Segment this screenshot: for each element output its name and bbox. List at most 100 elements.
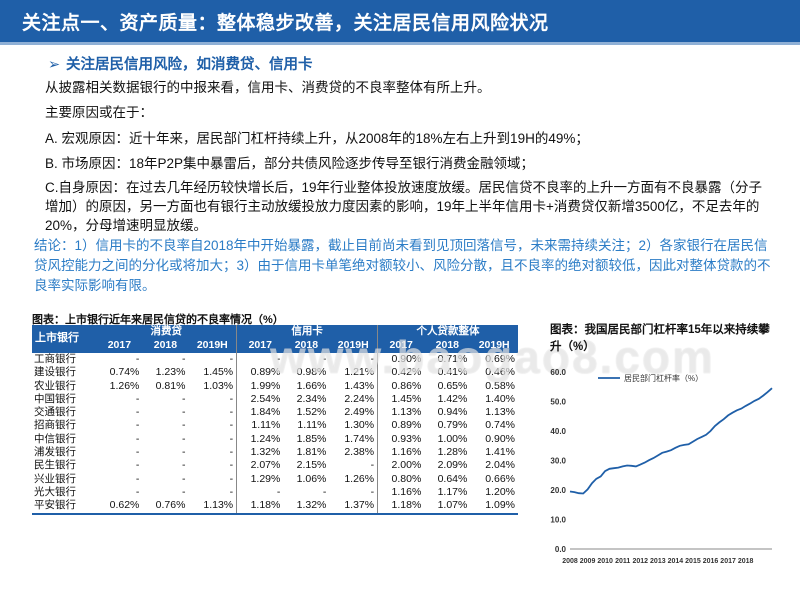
y-tick-label: 60.0 — [550, 368, 566, 377]
table-cell-value: - — [229, 485, 234, 498]
table-cell-value: - — [229, 446, 234, 459]
table-cell-value: 1.17% — [437, 485, 468, 498]
table-cell-value: 1.32% — [236, 446, 284, 460]
reasons-title: 主要原因或在于： — [45, 105, 153, 120]
table-caption: 图表：上市银行近年来居民信贷的不良率情况（%） — [32, 314, 284, 326]
table-cell-value: - — [236, 485, 284, 500]
page-title: 关注点一、资产质量：整体稳步改善，关注居民信用风险状况 — [22, 13, 549, 34]
table-cell-value: - — [181, 419, 186, 432]
table-header-year: 2018 — [424, 339, 471, 353]
table-cell-value: 0.81% — [155, 379, 186, 392]
intro-paragraph: 从披露相关数据银行的中报来看，信用卡、消费贷的不良率整体有所上升。 — [45, 80, 491, 95]
table-cell-value: - — [229, 472, 234, 485]
table-cell-value: - — [135, 485, 140, 498]
table-cell-value: - — [181, 485, 186, 498]
table-header-years: 2017 2018 2019H 2017 2018 2019H 2017 2018 2019H — [32, 339, 518, 353]
table-cell-value: 1.43% — [344, 379, 375, 392]
x-tick-label: 2015 — [685, 558, 701, 565]
x-tick-label: 2011 — [615, 558, 630, 565]
table-cell-value: - — [229, 419, 234, 432]
table-cell-value: - — [135, 419, 140, 432]
table-cell-value: 2.38% — [344, 446, 375, 459]
table-header-group: 信用卡 — [236, 325, 378, 339]
table-cell-value: 1.42% — [437, 392, 468, 405]
table-cell-value: 0.42% — [377, 366, 425, 380]
chart-caption: 图表：我国居民部门杠杆率15年以来持续攀升（%） — [550, 324, 770, 353]
table-cell-bank: 浦发银行 — [34, 446, 76, 459]
table-cell-value: 0.90% — [377, 353, 425, 367]
table-cell-value: - — [181, 446, 186, 459]
table-cell-value: 1.16% — [377, 446, 425, 460]
table-cell-value: 1.13% — [485, 406, 515, 419]
conclusion-paragraph: 结论：1）信用卡的不良率自2018年中开始暴露，截止目前尚未看到见顶回落信号，未… — [34, 238, 771, 293]
table-cell-value: - — [181, 472, 186, 485]
table-cell-value: 2.00% — [377, 459, 425, 473]
table-cell-value: 1.09% — [470, 499, 518, 515]
table-cell-value: 1.20% — [485, 485, 515, 498]
legend-label: 居民部门杠杆率（%） — [624, 373, 703, 383]
table-cell-value: 2.15% — [296, 459, 327, 472]
table-cell-value: - — [370, 459, 375, 472]
table-cell-value: 0.58% — [485, 379, 515, 392]
y-tick-label: 50.0 — [550, 398, 566, 407]
table-cell-value: - — [370, 485, 375, 498]
table-cell-value: 1.23% — [155, 366, 186, 379]
x-tick-label: 2017 — [720, 558, 736, 565]
table-cell-value: 1.03% — [203, 379, 234, 392]
table-cell-value: 1.16% — [377, 485, 425, 500]
table-cell-value: - — [181, 432, 186, 445]
table-cell-value: 1.13% — [377, 406, 425, 420]
table-header-bank: 上市银行 — [32, 325, 97, 353]
table-cell-value: 0.46% — [485, 366, 515, 379]
table-cell-value: 0.79% — [437, 419, 468, 432]
table-cell-value: - — [181, 392, 186, 405]
series-line — [569, 387, 773, 495]
table-cell-bank: 中信银行 — [34, 432, 76, 445]
table-cell-value: 0.86% — [377, 379, 425, 393]
table-cell-value: 2.34% — [296, 392, 327, 405]
table-cell-value: 0.62% — [96, 499, 143, 515]
table-cell-value: 0.93% — [377, 432, 425, 447]
title-bar: 关注点一、资产质量：整体稳步改善，关注居民信用风险状况 — [0, 0, 800, 42]
table-cell-bank: 光大银行 — [34, 485, 76, 498]
reason-c: C.自身原因：在过去几年经历较快增长后，19年行业整体投放速度放缓。居民信贷不良… — [45, 180, 763, 233]
table-header-group: 消费贷 — [96, 325, 237, 339]
table-cell-value: 2.04% — [485, 459, 515, 472]
table-cell-value: 1.74% — [344, 432, 375, 445]
section-heading: ➢ 关注居民信用风险，如消费贷、信用卡 — [48, 53, 313, 74]
table-row: 建设银行 0.74% 1.23% 1.45% 0.89% 0.98% 1.21% 0.42% 0… — [32, 366, 518, 380]
table-header-year: 2017 — [96, 339, 143, 353]
table-cell-value: 2.24% — [344, 392, 375, 405]
table-cell-value: 0.64% — [437, 472, 468, 485]
table-cell-bank: 民生银行 — [34, 459, 76, 472]
arrow-bullet-icon: ➢ — [48, 57, 61, 73]
x-tick-label: 2018 — [738, 558, 754, 565]
table-cell-value: 0.69% — [485, 353, 515, 365]
table-row: 浦发银行 - - -1.32% 1.81% 2.38% 1.16% 1.28% 1.41% — [32, 446, 518, 460]
table-cell-value: - — [135, 472, 140, 485]
table-cell-value: - — [181, 459, 186, 472]
table-cell-value: 1.40% — [485, 392, 515, 405]
y-tick-label: 10.0 — [550, 516, 566, 525]
y-tick-label: 40.0 — [550, 427, 566, 436]
table-header-year: 2018 — [142, 339, 189, 353]
table-cell-value: - — [135, 432, 140, 445]
x-tick-label: 2012 — [632, 558, 648, 565]
table-cell-value: - — [370, 353, 375, 365]
npl-table: 上市银行 消费贷 信用卡 个人贷款整体 2017 2018 2019H 2017 2018 201… — [32, 325, 518, 515]
table-cell-value: 1.24% — [236, 432, 284, 447]
table-cell-value: - — [135, 392, 140, 405]
table-header-year: 2017 — [236, 339, 284, 353]
table-cell-value: - — [229, 432, 234, 445]
table-cell-bank: 招商银行 — [34, 419, 76, 432]
table-cell-value: 0.94% — [437, 406, 468, 419]
y-tick-label: 30.0 — [550, 457, 566, 466]
table-cell-bank: 建设银行 — [34, 366, 76, 379]
table-cell-value: 1.07% — [424, 499, 471, 515]
table-cell-bank: 农业银行 — [34, 379, 76, 392]
table-cell-value: 1.81% — [296, 446, 327, 459]
table-row: 农业银行 1.26% 0.81% 1.03% 1.99% 1.66% 1.43% 0.86% 0… — [32, 379, 518, 393]
table-cell-value: - — [135, 459, 140, 472]
table-header-group: 个人贷款整体 — [377, 325, 518, 339]
table-cell-value: 0.89% — [236, 366, 284, 380]
